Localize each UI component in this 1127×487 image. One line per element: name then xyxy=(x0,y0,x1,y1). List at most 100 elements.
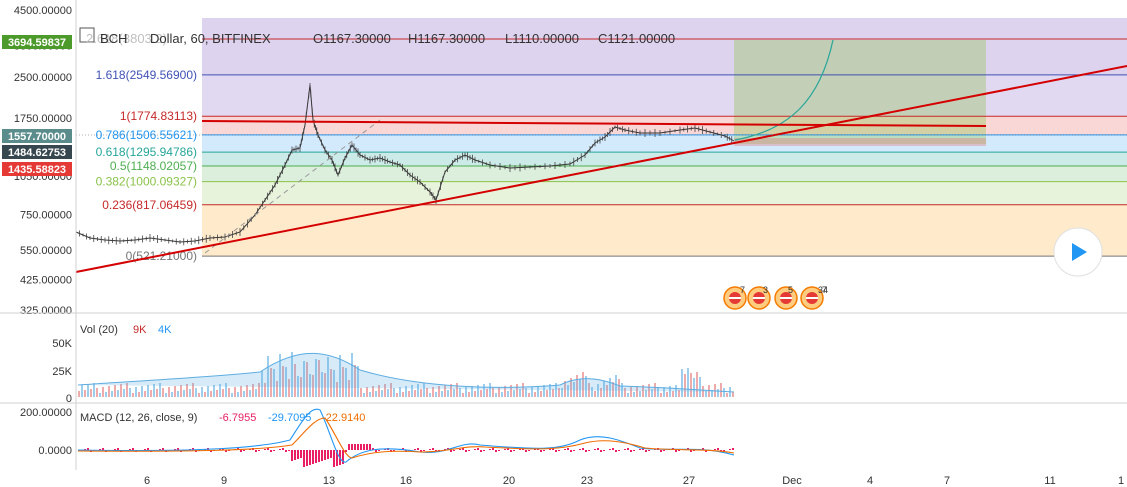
volume-bar xyxy=(465,387,467,397)
macd-bar xyxy=(222,448,224,450)
volume-bar xyxy=(630,387,632,397)
fib-lines: 1.618(2549.56900) 1(1774.83113) 0.786(1506… xyxy=(96,38,1127,263)
macd-signal xyxy=(77,417,735,459)
volume-bar xyxy=(159,383,161,397)
volume-bar xyxy=(387,389,389,397)
volume-bar xyxy=(348,380,350,397)
macd-bar xyxy=(594,449,596,450)
price-axis[interactable]: 4500.000003300.000002500.000001750.00000… xyxy=(14,5,72,317)
volume-bar xyxy=(225,383,227,397)
trendline-rising[interactable] xyxy=(75,65,1127,273)
trendline-horizontal[interactable] xyxy=(201,120,987,127)
price-badge xyxy=(2,145,72,159)
volume-bar xyxy=(174,386,176,397)
header-high: H1167.30000 xyxy=(408,31,485,46)
volume-bar xyxy=(342,367,344,397)
volume-bar xyxy=(171,392,173,397)
volume-legend: Vol (20) 9K 4K xyxy=(80,324,172,336)
price-badge-label: 1557.70000 xyxy=(8,131,66,143)
volume-bar xyxy=(396,393,398,397)
volume-bar xyxy=(546,390,548,397)
volume-bar xyxy=(405,386,407,397)
volume-bar xyxy=(300,377,302,397)
volume-bar xyxy=(357,366,359,397)
volume-bar xyxy=(549,384,551,397)
volume-bar xyxy=(417,384,419,397)
macd-value-1: -6.7955 xyxy=(219,412,256,424)
fib-band xyxy=(202,165,1127,182)
macd-bar xyxy=(723,450,725,451)
volume-bar xyxy=(591,387,593,397)
volume-bar xyxy=(711,390,713,397)
macd-bar xyxy=(360,444,362,450)
macd-bar xyxy=(117,448,119,450)
volume-bar xyxy=(516,384,518,397)
volume-bar xyxy=(636,386,638,397)
volume-bar xyxy=(231,393,233,397)
macd-bar xyxy=(585,450,587,452)
target-zone-lower xyxy=(734,138,986,146)
volume-bar xyxy=(204,392,206,397)
volume-bar xyxy=(393,388,395,397)
volume-bar xyxy=(441,391,443,397)
macd-bar xyxy=(210,450,212,452)
play-icon[interactable] xyxy=(1072,243,1087,261)
volume-bar xyxy=(369,392,371,397)
volume-bar xyxy=(624,388,626,397)
volume-bar xyxy=(144,391,146,397)
price-group xyxy=(75,83,735,246)
volume-ma xyxy=(77,352,735,393)
macd-bar xyxy=(573,450,575,451)
price-badge-label: 1484.62753 xyxy=(8,147,66,159)
volume-bar xyxy=(609,378,611,397)
volume-bar xyxy=(510,385,512,397)
price-tick: 425.00000 xyxy=(20,274,72,286)
macd-bar xyxy=(534,449,536,450)
volume-bar xyxy=(615,375,617,397)
volume-bar xyxy=(669,386,671,397)
volume-bar xyxy=(726,393,728,397)
macd-bar xyxy=(648,450,650,451)
time-axis[interactable]: 6 9 13 16 20 23 27 Dec 4 7 11 1 xyxy=(144,475,1124,487)
volume-bar xyxy=(690,373,692,397)
volume-bar xyxy=(294,364,296,397)
volume-bar xyxy=(330,369,332,397)
macd-bar xyxy=(267,448,269,450)
macd-bar xyxy=(255,450,257,452)
time-tick: 23 xyxy=(581,475,593,487)
macd-bar xyxy=(309,450,311,465)
volume-bar xyxy=(597,384,599,397)
play-button[interactable] xyxy=(1053,227,1103,277)
volume-bar xyxy=(90,389,92,397)
volume-bar xyxy=(603,381,605,397)
volume-bar xyxy=(354,365,356,397)
macd-value-3: -22.9140 xyxy=(322,412,365,424)
macd-bar xyxy=(225,450,227,452)
volume-value-1: 9K xyxy=(133,324,147,336)
volume-tick: 0 xyxy=(66,393,72,405)
volume-axis: 50K 25K 0 xyxy=(52,338,72,405)
macd-bar xyxy=(378,450,380,451)
macd-bar xyxy=(315,450,317,463)
macd-bar xyxy=(318,450,320,462)
volume-bar xyxy=(201,387,203,397)
volume-bar xyxy=(213,385,215,397)
macd-bar xyxy=(414,449,416,450)
macd-bar xyxy=(603,450,605,451)
macd-bar xyxy=(369,444,371,450)
volume-bar xyxy=(141,386,143,397)
volume-bar xyxy=(468,392,470,397)
macd-bar xyxy=(600,450,602,452)
volume-bar xyxy=(156,389,158,397)
volume-bar xyxy=(402,392,404,397)
volume-bar xyxy=(705,391,707,397)
time-tick: Dec xyxy=(782,475,802,487)
macd-bar xyxy=(729,449,731,450)
volume-bar xyxy=(132,393,134,397)
volume-bar xyxy=(165,393,167,397)
volume-bar xyxy=(426,388,428,397)
event-markers[interactable]: 7 3 5 347 xyxy=(723,285,828,310)
volume-bar xyxy=(453,389,455,397)
volume-bar xyxy=(192,383,194,397)
